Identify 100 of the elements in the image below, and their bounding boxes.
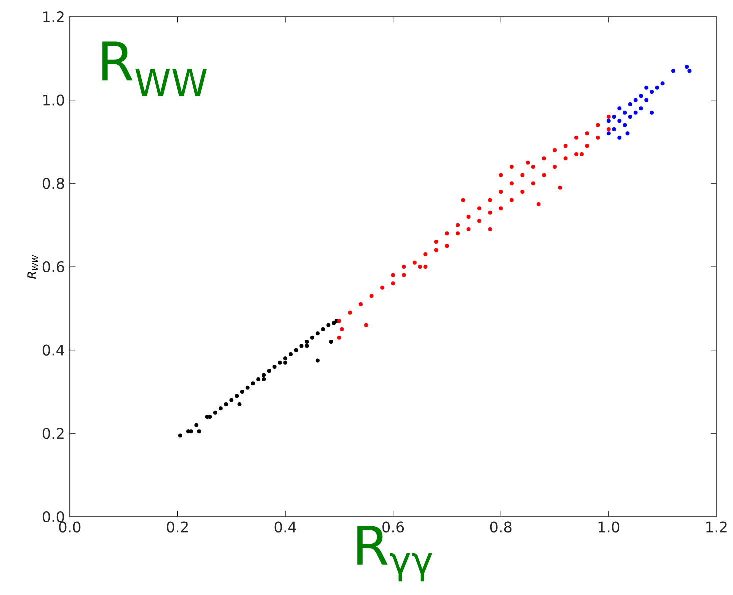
point [466,214,471,219]
point [189,430,194,434]
point [218,406,223,411]
point [606,132,611,136]
point [284,360,288,365]
point [688,69,692,74]
point [510,164,514,169]
y-tick-label: 0.8 [42,178,64,190]
point [294,348,298,352]
point [402,273,406,278]
point [542,156,546,161]
point [499,173,504,178]
point [606,119,611,124]
point [267,369,272,374]
point [626,132,630,136]
point [618,136,622,140]
point [478,219,482,224]
point [316,358,320,363]
point [510,182,514,186]
point [660,82,665,86]
point [488,227,492,232]
point [650,110,654,115]
point [488,198,492,202]
point [558,186,562,190]
point [278,360,282,365]
x-tick-label: 1.2 [706,522,727,533]
point [434,248,438,252]
y-axis-title: R$_{WW}$ [28,254,38,280]
point [214,410,218,415]
point [424,252,428,256]
y-tick-label: 1.0 [44,94,64,106]
y-tick-label: 0.4 [42,344,64,356]
point [197,430,202,434]
point [542,173,546,178]
point [332,321,336,326]
point [650,90,654,94]
point [402,264,406,269]
point [240,390,244,394]
point [300,344,304,348]
point [574,136,579,140]
point [672,69,676,74]
point [536,202,541,206]
point [612,127,616,132]
annotation: R$_{WW}$ [102,42,208,96]
point [326,323,331,328]
point [552,148,557,152]
point [531,182,536,186]
point [251,382,256,386]
point [618,106,622,111]
point [634,110,638,115]
point [520,190,525,194]
point [628,114,632,119]
point [256,377,261,382]
point [208,414,212,419]
point [639,94,644,98]
point [634,98,638,102]
point [644,86,649,90]
point [380,286,385,290]
point [418,264,422,269]
point [655,86,660,90]
point [499,206,504,211]
point [262,373,266,378]
point [364,323,368,328]
point [445,232,450,236]
point [628,102,632,106]
point [612,114,616,119]
point [224,402,228,406]
x-tick-label: 1.0 [598,522,620,533]
point [358,302,364,306]
point [585,144,590,148]
x-tick-label: 0.0 [59,522,81,533]
point [321,327,326,332]
point [412,260,417,265]
point [526,160,530,165]
x-tick-label: 0.4 [274,522,296,533]
point [623,110,628,115]
point [456,232,460,236]
point [585,132,590,136]
point [580,152,584,156]
point [564,156,568,161]
point [596,123,600,128]
point [337,336,342,340]
point [288,352,293,356]
point [329,340,334,344]
point [488,210,492,215]
point [310,336,315,340]
point [552,164,557,169]
point [456,223,460,228]
point [618,119,622,124]
point [445,244,450,248]
point [574,152,579,156]
point [499,190,504,194]
point [478,206,482,211]
point [564,144,568,148]
point [194,423,199,428]
y-tick-label: 0.6 [42,261,64,273]
point [262,377,266,382]
x-tick-label: 0.2 [167,522,188,533]
point [434,240,438,244]
point [639,106,644,111]
